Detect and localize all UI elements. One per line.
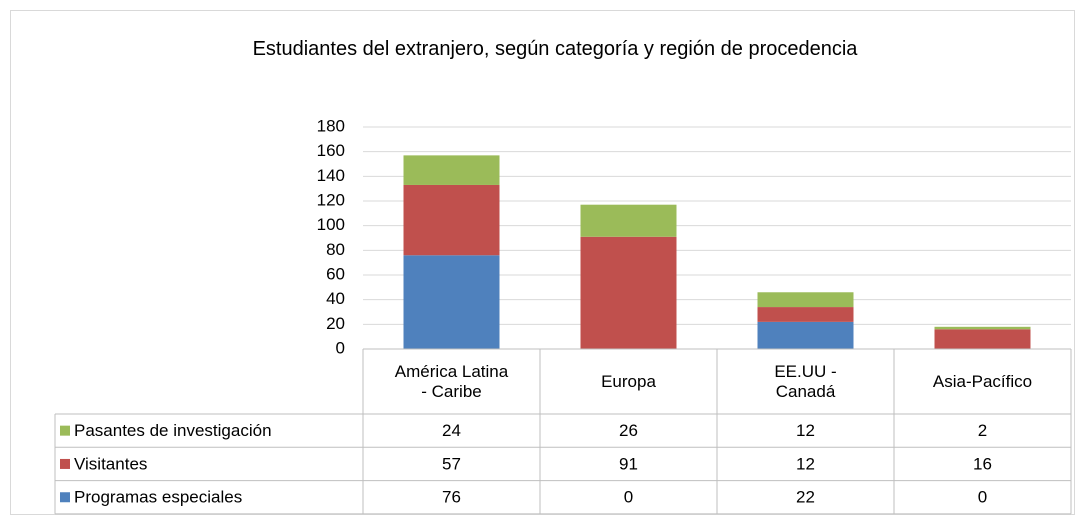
chart-border xyxy=(10,10,1075,515)
table-value: 26 xyxy=(619,421,638,440)
table-value: 76 xyxy=(442,488,461,507)
y-tick-label: 40 xyxy=(326,289,345,308)
table-value: 16 xyxy=(973,454,992,473)
bar-segment xyxy=(403,184,500,256)
y-tick-label: 140 xyxy=(317,166,345,185)
y-tick-label: 160 xyxy=(317,141,345,160)
x-tick-label-cell: Europa xyxy=(540,349,717,414)
bar-segment xyxy=(934,326,1031,330)
legend-key xyxy=(60,458,70,469)
bar-segment xyxy=(403,255,500,349)
y-tick-label: 60 xyxy=(326,264,345,283)
x-tick-label-cell: EE.UU - Canadá xyxy=(717,349,894,414)
table-value: 57 xyxy=(442,454,461,473)
bar-segment xyxy=(580,236,677,349)
y-tick-label: 0 xyxy=(336,338,345,357)
table-value: 12 xyxy=(796,454,815,473)
x-tick-label-cell: América Latina - Caribe xyxy=(363,349,540,414)
table-value: 0 xyxy=(624,488,633,507)
bar-segment xyxy=(403,155,500,185)
y-tick-label: 80 xyxy=(326,240,345,259)
x-tick-label: Asia-Pacífico xyxy=(932,371,1033,391)
table-value: 24 xyxy=(442,421,461,440)
table-value: 91 xyxy=(619,454,638,473)
y-tick-label: 120 xyxy=(317,190,345,209)
legend-key xyxy=(60,492,70,503)
y-tick-label: 180 xyxy=(317,116,345,135)
legend-key xyxy=(60,425,70,436)
table-value: 22 xyxy=(796,488,815,507)
table-value: 12 xyxy=(796,421,815,440)
bar-segment xyxy=(757,307,854,322)
legend-label: Programas especiales xyxy=(74,488,242,507)
bar-segment xyxy=(580,204,677,237)
table-value: 2 xyxy=(978,421,987,440)
bar-segment xyxy=(757,321,854,349)
x-tick-label: América Latina - Caribe xyxy=(394,361,509,401)
y-tick-label: 100 xyxy=(317,215,345,234)
bar-segment xyxy=(934,329,1031,349)
legend-label: Visitantes xyxy=(74,454,147,473)
bar-segment xyxy=(757,292,854,308)
table-value: 0 xyxy=(978,488,987,507)
legend-label: Pasantes de investigación xyxy=(74,421,272,440)
x-tick-label-cell: Asia-Pacífico xyxy=(894,349,1071,414)
chart-title: Estudiantes del extranjero, según catego… xyxy=(252,38,858,60)
x-tick-label: EE.UU - Canadá xyxy=(774,361,837,401)
x-tick-label: Europa xyxy=(601,371,656,391)
y-tick-label: 20 xyxy=(326,314,345,333)
